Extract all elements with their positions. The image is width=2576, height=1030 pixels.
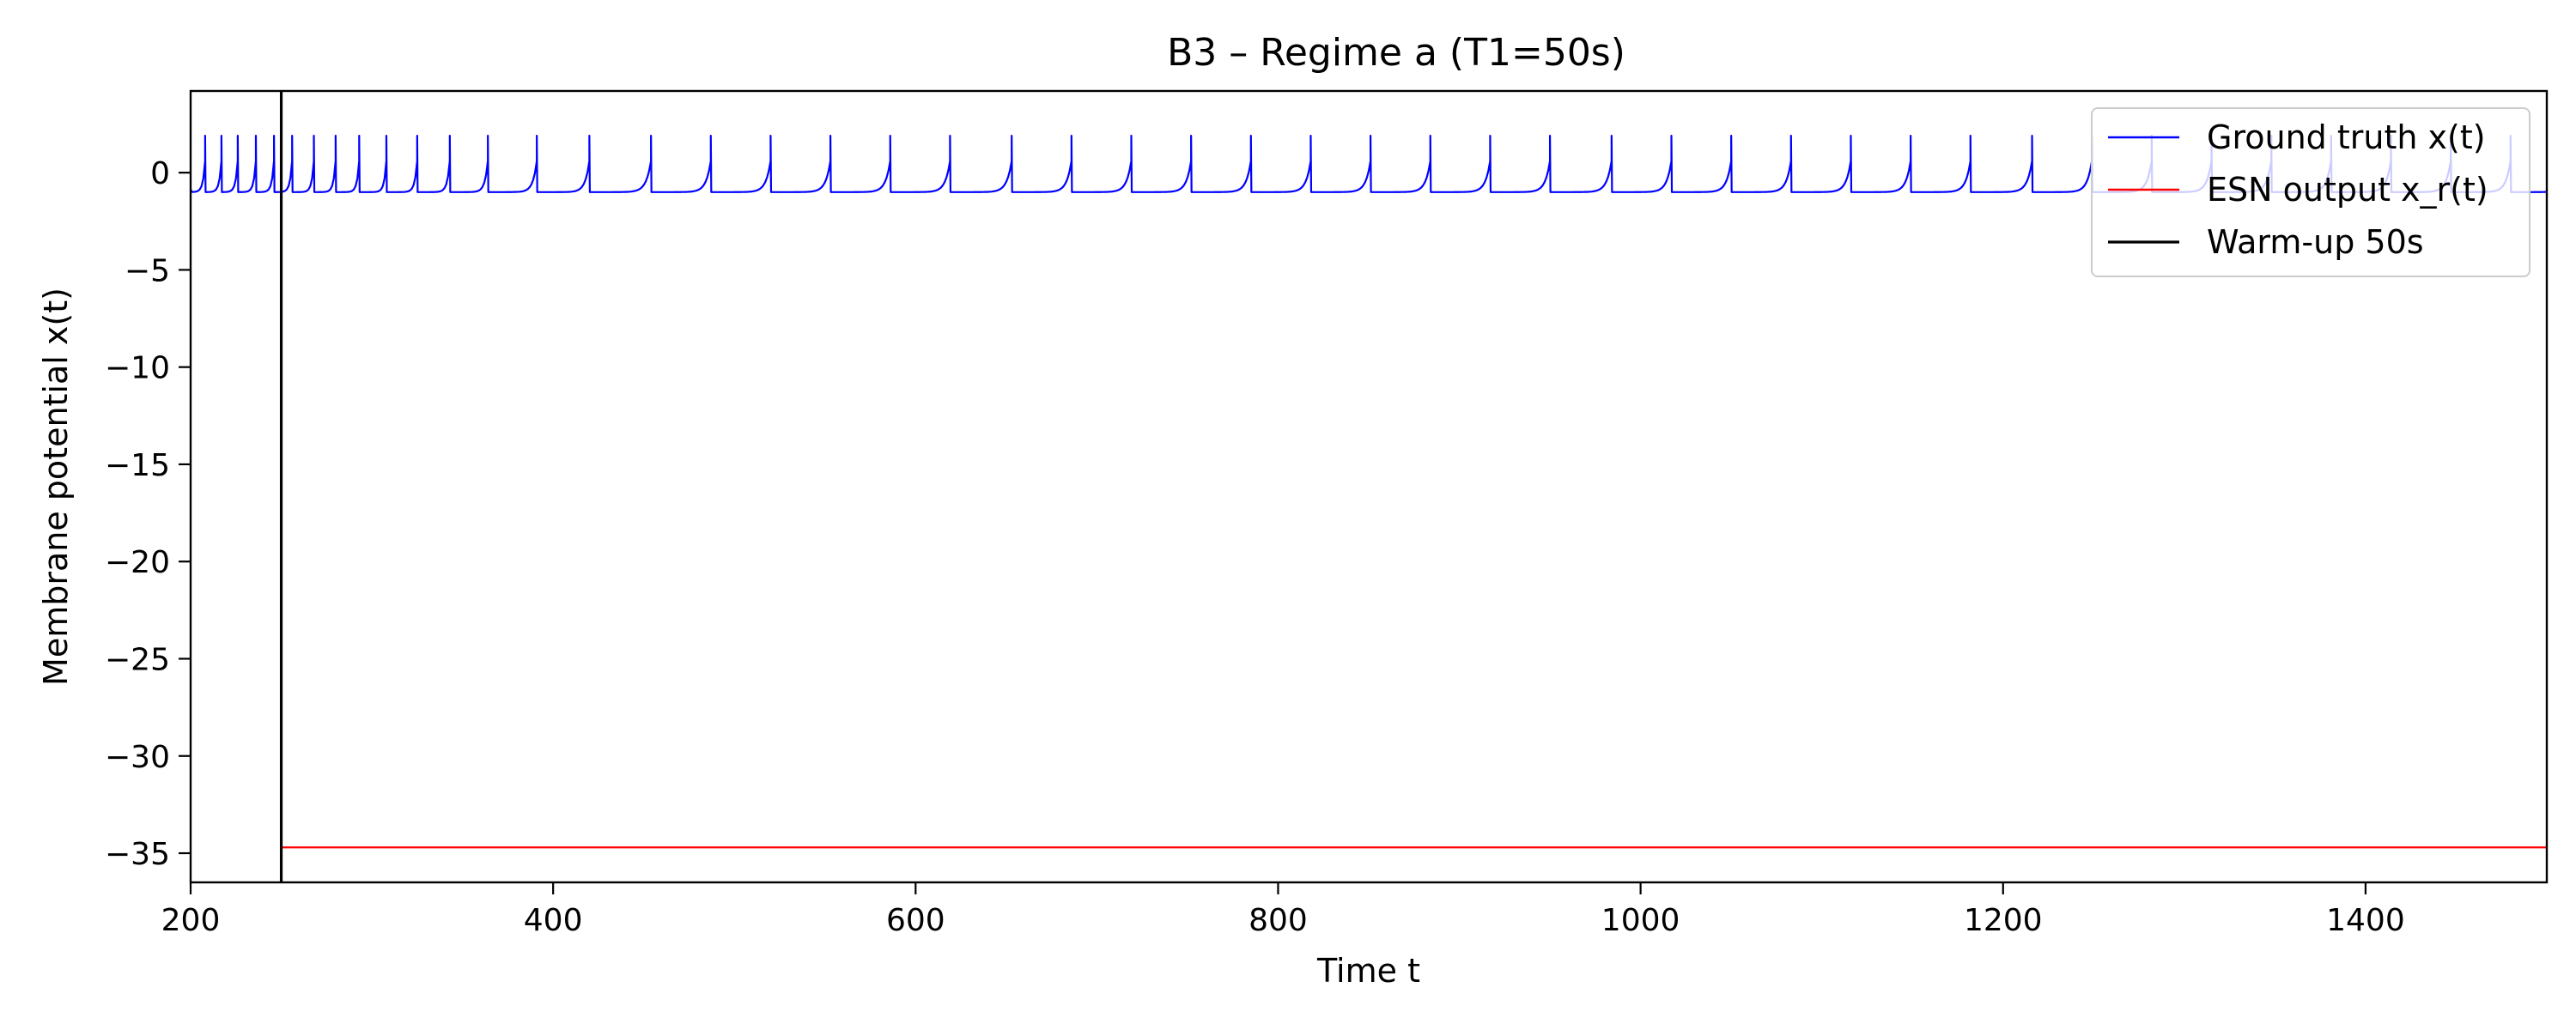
legend-box xyxy=(2091,107,2530,277)
y-tick-label: −25 xyxy=(105,642,170,677)
x-tick-label: 1400 xyxy=(2326,903,2405,938)
x-tick-label: 1000 xyxy=(1601,903,1680,938)
y-tick-label: −5 xyxy=(125,253,170,288)
x-tick-label: 1200 xyxy=(1964,903,2043,938)
x-tick-label: 800 xyxy=(1249,903,1308,938)
y-tick-label: −20 xyxy=(105,545,170,580)
legend: Ground truth x(t) ESN output x_r(t) Warm… xyxy=(2091,107,2530,277)
y-tick-label: −15 xyxy=(105,448,170,483)
chart-title: B3 – Regime a (T1=50s) xyxy=(1167,31,1625,75)
x-tick-label: 200 xyxy=(161,903,221,938)
legend-label-warm-up: Warm-up 50s xyxy=(2207,223,2424,261)
y-tick-label: −35 xyxy=(105,837,170,872)
x-axis-label: Time t xyxy=(1316,952,1420,990)
plot-area-frame xyxy=(189,89,2549,884)
y-tick-label: −30 xyxy=(105,740,170,775)
x-tick-label: 400 xyxy=(524,903,583,938)
legend-label-ground-truth: Ground truth x(t) xyxy=(2207,118,2486,156)
legend-label-esn-output: ESN output x_r(t) xyxy=(2207,171,2488,209)
x-axis: 200 400 600 800 1000 1200 1400 xyxy=(161,882,2405,938)
x-tick-label: 600 xyxy=(886,903,945,938)
y-axis-label: Membrane potential x(t) xyxy=(37,288,75,686)
y-tick-label: −10 xyxy=(105,351,170,386)
y-axis: 0 −5 −10 −15 −20 −25 −30 −35 xyxy=(105,156,191,872)
y-tick-label: 0 xyxy=(150,156,170,191)
